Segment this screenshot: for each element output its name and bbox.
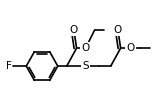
Text: O: O bbox=[70, 25, 78, 35]
Text: O: O bbox=[114, 25, 122, 35]
Text: S: S bbox=[82, 61, 89, 71]
Text: F: F bbox=[6, 61, 12, 71]
Text: O: O bbox=[126, 43, 135, 53]
Text: O: O bbox=[82, 43, 90, 53]
